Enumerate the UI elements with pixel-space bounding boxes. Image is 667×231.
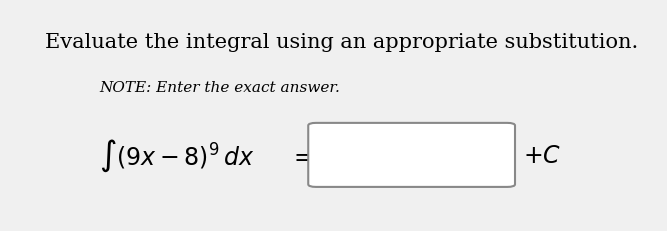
Text: $+C$: $+C$ bbox=[523, 144, 561, 168]
Text: Evaluate the integral using an appropriate substitution.: Evaluate the integral using an appropria… bbox=[45, 33, 638, 52]
FancyBboxPatch shape bbox=[308, 123, 515, 187]
Text: NOTE: Enter the exact answer.: NOTE: Enter the exact answer. bbox=[99, 81, 340, 95]
Text: $\int (9x-8)^9\, dx$: $\int (9x-8)^9\, dx$ bbox=[99, 138, 254, 174]
Text: $=$: $=$ bbox=[289, 144, 312, 168]
